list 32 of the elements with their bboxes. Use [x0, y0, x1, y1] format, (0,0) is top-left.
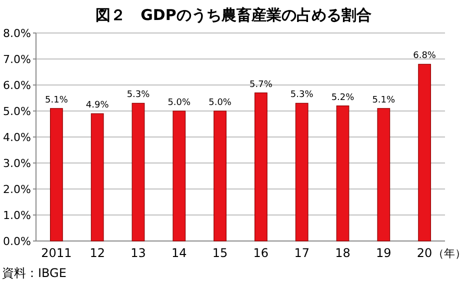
x-tick-label: 14: [172, 246, 187, 260]
data-label: 5.3%: [126, 90, 150, 100]
y-tick-label: 2.0%: [3, 183, 31, 196]
x-tick-label: 18: [335, 246, 350, 260]
data-label: 5.1%: [45, 95, 68, 106]
y-tick-label: 5.0%: [3, 105, 31, 118]
y-tick-label: 7.0%: [3, 53, 31, 66]
data-label: 5.0%: [168, 98, 192, 108]
x-tick-label: 15: [212, 246, 228, 260]
x-tick-label: 16: [253, 246, 269, 260]
data-label: 5.3%: [290, 90, 314, 100]
y-tick-label: 1.0%: [3, 209, 31, 222]
y-tick-label: 8.0%: [3, 27, 31, 40]
y-tick-label: 6.0%: [3, 79, 31, 92]
data-label: 5.1%: [372, 95, 396, 106]
title: 図２ GDPのうち農畜産業の占める割合: [96, 6, 372, 24]
y-tick-label: 4.0%: [3, 131, 31, 144]
x-tick-label: 12: [90, 246, 105, 260]
data-label: 5.0%: [208, 98, 232, 108]
x-tick-label: 13: [130, 246, 146, 260]
data-label: 5.2%: [331, 92, 355, 103]
y-tick-label: 0.0%: [3, 235, 31, 248]
data-label: 6.8%: [413, 51, 436, 62]
x-tick-label: 2011: [41, 246, 72, 260]
text: 資料：IBGE: [2, 266, 66, 280]
data-label: 5.7%: [250, 80, 273, 90]
x-tick-label: 17: [294, 246, 310, 260]
x-axis-title: （年）: [433, 247, 466, 260]
y-tick-label: 3.0%: [3, 157, 31, 170]
x-tick-label: 20: [416, 246, 432, 260]
x-tick-label: 19: [376, 246, 392, 260]
data-label: 4.9%: [86, 100, 110, 111]
